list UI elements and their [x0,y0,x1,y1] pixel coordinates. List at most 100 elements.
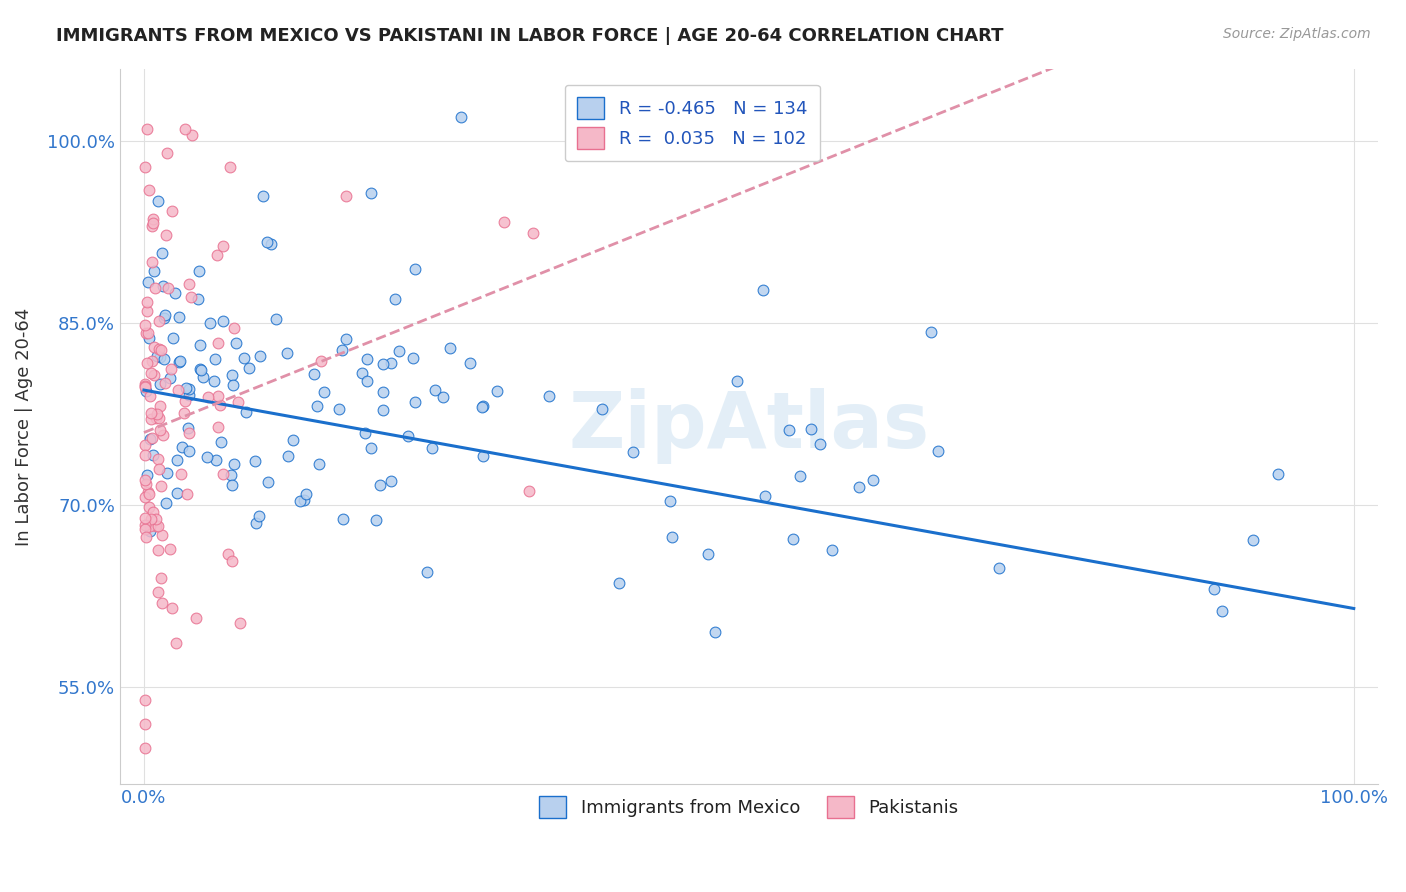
Point [202,374,225,388]
Point [135,326,157,341]
Point [222,377,245,392]
Point [328,402,350,417]
Point [848,480,870,494]
Legend: Immigrants from Mexico, Pakistanis: Immigrants from Mexico, Pakistanis [531,789,966,825]
Point [404,395,426,409]
Point [134,511,156,525]
Point [142,216,165,230]
Point [368,478,391,492]
Point [195,450,218,464]
Point [360,442,382,456]
Point [148,314,170,328]
Text: IMMIGRANTS FROM MEXICO VS PAKISTANI IN LABOR FORCE | AGE 20-64 CORRELATION CHART: IMMIGRANTS FROM MEXICO VS PAKISTANI IN L… [56,27,1004,45]
Point [204,351,226,366]
Point [190,338,212,352]
Point [134,517,156,532]
Point [170,441,193,455]
Point [142,505,165,519]
Point [305,399,328,413]
Point [134,377,156,392]
Point [191,369,214,384]
Point [396,429,419,443]
Point [1267,467,1289,481]
Point [356,374,378,388]
Point [146,451,169,466]
Point [380,356,402,370]
Point [808,437,831,451]
Point [165,636,187,650]
Point [1202,582,1225,596]
Point [232,351,254,365]
Point [139,432,162,446]
Point [1211,604,1233,618]
Point [800,422,823,436]
Point [142,368,165,382]
Point [522,226,544,240]
Text: Source: ZipAtlas.com: Source: ZipAtlas.com [1223,27,1371,41]
Point [148,343,170,357]
Point [209,399,232,413]
Point [247,508,270,523]
Point [1241,533,1264,547]
Point [141,354,163,368]
Point [136,326,159,340]
Point [256,235,278,250]
Point [150,597,173,611]
Point [782,533,804,547]
Point [136,484,159,499]
Point [165,285,187,300]
Point [177,421,200,435]
Point [174,381,197,395]
Point [384,292,406,306]
Point [135,384,157,398]
Point [221,478,243,492]
Point [166,486,188,500]
Point [174,122,197,136]
Point [139,406,162,420]
Point [134,380,156,394]
Point [149,399,172,413]
Point [141,431,163,445]
Point [209,435,232,450]
Point [725,374,748,388]
Point [149,376,172,391]
Point [187,264,209,278]
Point [153,376,176,390]
Point [420,441,443,455]
Point [862,473,884,487]
Point [380,475,402,489]
Point [252,189,274,203]
Point [314,385,336,400]
Point [257,475,280,489]
Point [167,383,190,397]
Point [229,616,252,631]
Point [537,388,560,402]
Point [177,444,200,458]
Point [450,110,472,124]
Point [134,716,156,731]
Point [207,336,229,351]
Point [224,320,246,334]
Point [245,516,267,530]
Point [145,408,167,422]
Point [820,543,842,558]
Point [366,512,388,526]
Point [197,390,219,404]
Point [134,693,156,707]
Point [281,433,304,447]
Point [145,349,167,363]
Point [142,448,165,462]
Point [235,404,257,418]
Point [138,389,160,403]
Point [152,279,174,293]
Point [485,384,508,399]
Point [143,340,166,354]
Point [156,466,179,480]
Point [135,304,157,318]
Point [388,343,411,358]
Point [134,160,156,174]
Point [330,343,353,357]
Point [177,382,200,396]
Point [145,281,167,295]
Point [494,215,516,229]
